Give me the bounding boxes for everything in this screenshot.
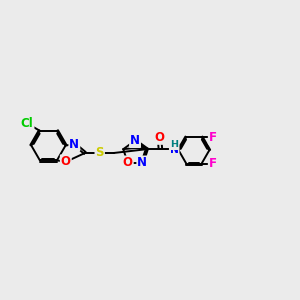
Text: O: O [61, 155, 71, 168]
Text: O: O [155, 131, 165, 144]
Text: O: O [123, 157, 133, 169]
Text: F: F [209, 157, 217, 170]
Text: F: F [209, 130, 217, 144]
Text: H: H [170, 140, 178, 149]
Text: N: N [170, 145, 179, 155]
Text: S: S [95, 146, 104, 160]
Text: N: N [137, 157, 147, 169]
Text: N: N [130, 134, 140, 147]
Text: Cl: Cl [21, 117, 34, 130]
Text: N: N [69, 138, 79, 151]
